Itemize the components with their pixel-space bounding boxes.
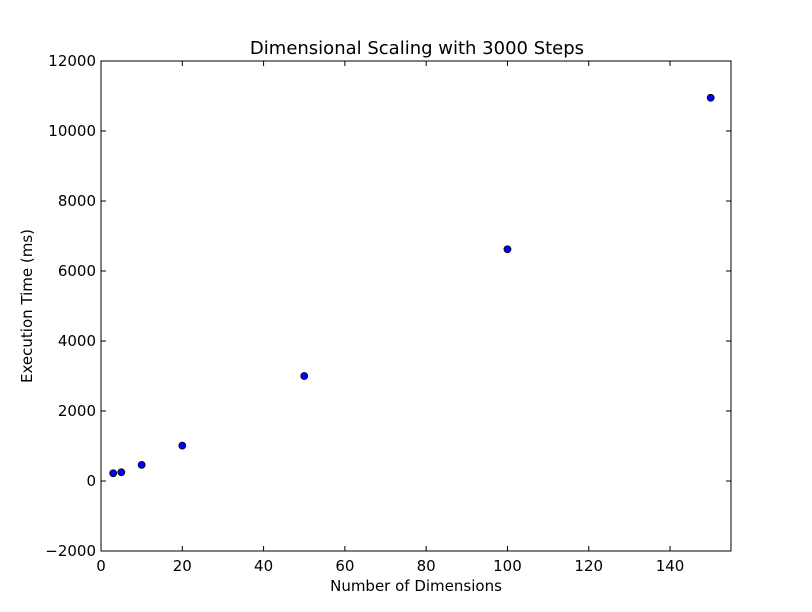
data-point [178,441,187,450]
x-tick-label: 140 [656,557,685,575]
x-tick-label: 80 [417,557,436,575]
x-tick-label: 0 [96,557,106,575]
x-tick-label: 60 [335,557,354,575]
axis-ticks: 0 20 40 60 80 100 120 140−200002000400060008000… [45,52,731,575]
x-axis-label: Number of Dimensions [330,577,502,595]
y-tick-label: 0 [86,472,96,490]
y-tick-label: 2000 [58,402,96,420]
data-point [503,245,512,254]
x-tick-label: 20 [173,557,192,575]
data-point [109,469,118,478]
data-point [706,93,715,102]
y-tick-label: 10000 [48,122,96,140]
data-point [300,372,309,380]
plot-area [100,60,732,552]
x-tick-label: 40 [254,557,273,575]
y-tick-label: 12000 [48,52,96,70]
data-points [109,93,715,478]
y-tick-label: 8000 [58,192,96,210]
chart-title: Dimensional Scaling with 3000 Steps [250,38,584,59]
data-point [117,468,126,477]
y-tick-label: 4000 [58,332,96,350]
x-tick-label: 100 [493,557,522,575]
y-axis-label: Execution Time (ms) [18,229,36,383]
y-tick-label: −2000 [45,542,96,560]
data-point [137,460,146,469]
x-tick-label: 120 [574,557,603,575]
y-tick-label: 6000 [58,262,96,280]
